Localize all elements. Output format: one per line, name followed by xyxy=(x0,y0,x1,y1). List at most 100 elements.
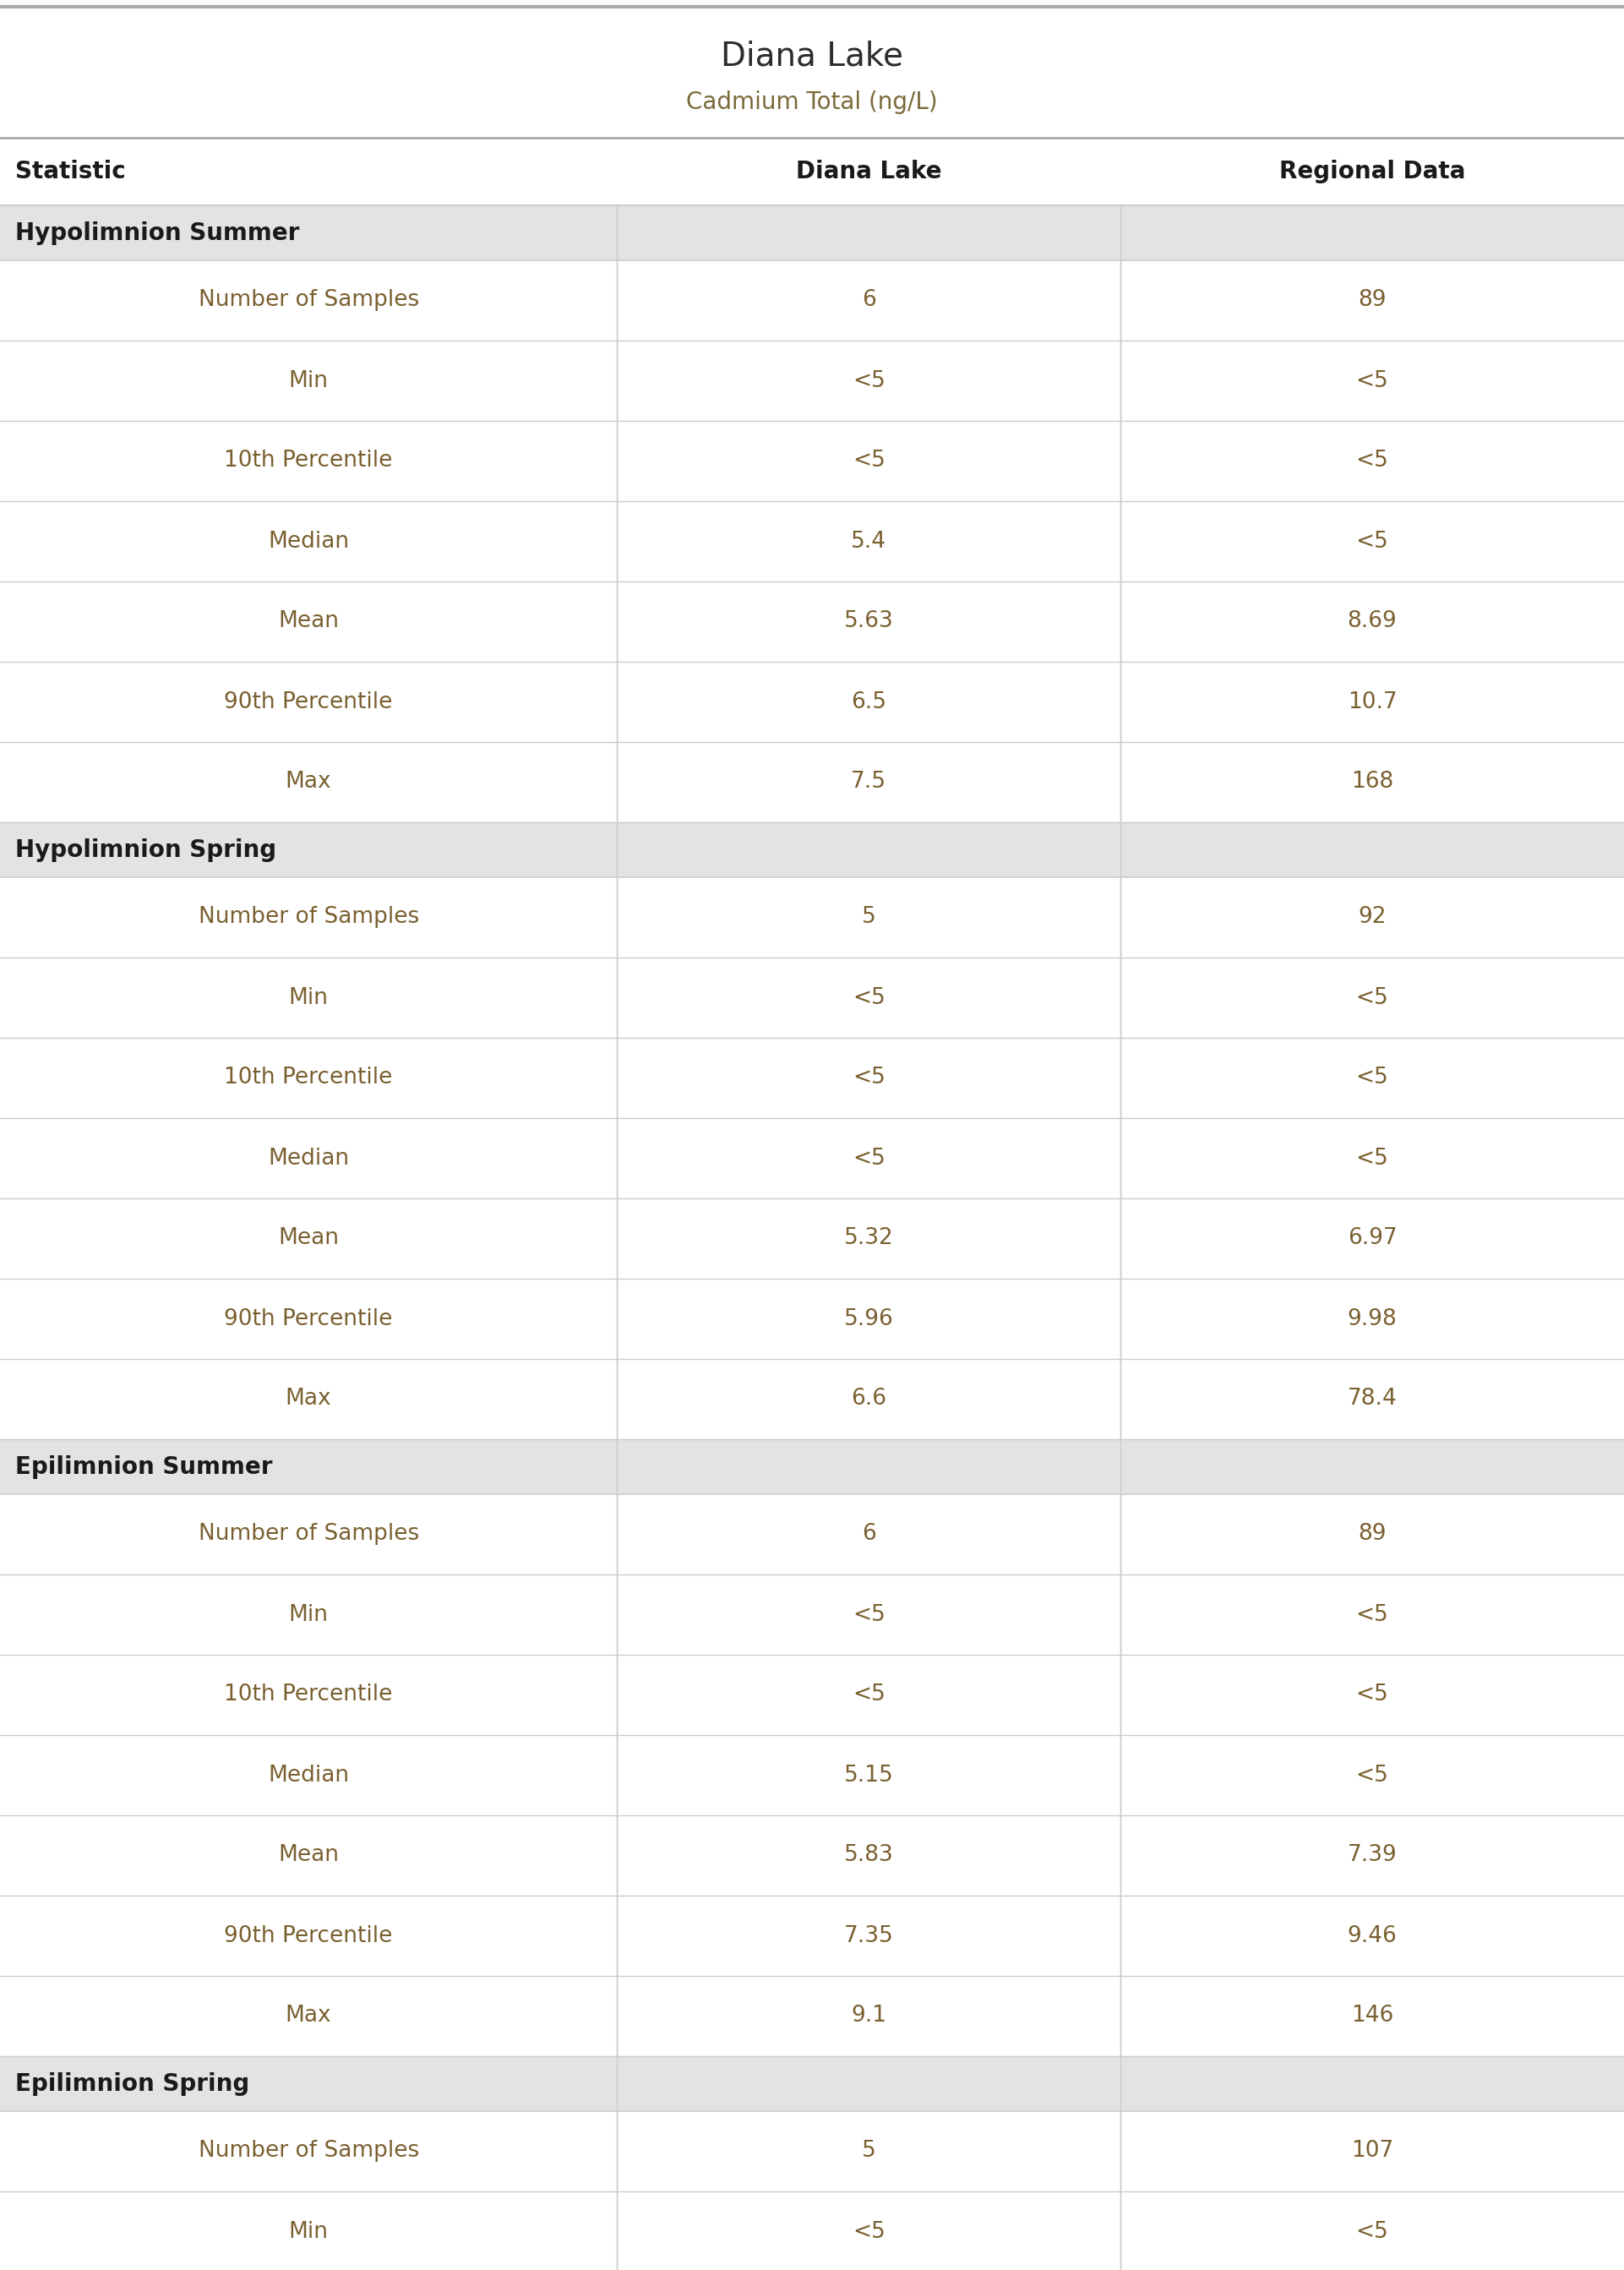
Text: Max: Max xyxy=(286,1389,331,1410)
Bar xyxy=(0,876,1624,958)
Text: Hypolimnion Spring: Hypolimnion Spring xyxy=(15,838,276,863)
Text: 89: 89 xyxy=(1358,291,1387,311)
Bar xyxy=(0,204,1624,261)
Bar xyxy=(0,2111,1624,2191)
Text: <5: <5 xyxy=(1356,987,1389,1008)
Text: <5: <5 xyxy=(1356,1684,1389,1705)
Text: 9.46: 9.46 xyxy=(1348,1925,1397,1948)
Text: 5.63: 5.63 xyxy=(844,611,893,633)
Bar xyxy=(0,1494,1624,1575)
Text: 5.15: 5.15 xyxy=(844,1764,893,1786)
Text: Epilimnion Summer: Epilimnion Summer xyxy=(15,1455,273,1478)
Text: 7.39: 7.39 xyxy=(1348,1846,1397,1866)
Bar xyxy=(0,1655,1624,1734)
Text: Min: Min xyxy=(289,2220,328,2243)
Text: 9.98: 9.98 xyxy=(1348,1308,1397,1330)
Text: Min: Min xyxy=(289,987,328,1008)
Bar xyxy=(0,581,1624,663)
Bar xyxy=(0,1816,1624,1895)
Text: 10th Percentile: 10th Percentile xyxy=(224,449,393,472)
Text: Statistic: Statistic xyxy=(15,159,125,184)
Text: 6.6: 6.6 xyxy=(851,1389,887,1410)
Text: <5: <5 xyxy=(853,2220,885,2243)
Text: Number of Samples: Number of Samples xyxy=(198,1523,419,1546)
Bar xyxy=(0,1037,1624,1119)
Text: Median: Median xyxy=(268,531,349,552)
Text: 7.35: 7.35 xyxy=(844,1925,893,1948)
Bar xyxy=(0,1734,1624,1816)
Text: <5: <5 xyxy=(1356,370,1389,393)
Text: Median: Median xyxy=(268,1764,349,1786)
Text: Min: Min xyxy=(289,1603,328,1625)
Text: 107: 107 xyxy=(1351,2141,1393,2163)
Text: 6.97: 6.97 xyxy=(1348,1228,1397,1249)
Text: Mean: Mean xyxy=(278,1846,339,1866)
Bar xyxy=(0,138,1624,204)
Text: 6: 6 xyxy=(862,291,875,311)
Text: 5: 5 xyxy=(862,906,875,928)
Bar xyxy=(0,1975,1624,2057)
Bar xyxy=(0,420,1624,502)
Text: <5: <5 xyxy=(853,370,885,393)
Bar xyxy=(0,1575,1624,1655)
Text: 9.1: 9.1 xyxy=(851,2004,887,2027)
Bar xyxy=(0,958,1624,1037)
Text: 6: 6 xyxy=(862,1523,875,1546)
Bar xyxy=(0,1199,1624,1278)
Text: 10th Percentile: 10th Percentile xyxy=(224,1684,393,1705)
Text: <5: <5 xyxy=(1356,2220,1389,2243)
Text: 90th Percentile: 90th Percentile xyxy=(224,1925,393,1948)
Text: Mean: Mean xyxy=(278,1228,339,1249)
Text: Min: Min xyxy=(289,370,328,393)
Bar xyxy=(0,742,1624,822)
Text: <5: <5 xyxy=(853,1067,885,1090)
Text: Max: Max xyxy=(286,772,331,792)
Text: Number of Samples: Number of Samples xyxy=(198,2141,419,2163)
Text: Cadmium Total (ng/L): Cadmium Total (ng/L) xyxy=(687,91,937,114)
Text: Epilimnion Spring: Epilimnion Spring xyxy=(15,2073,250,2095)
Text: Number of Samples: Number of Samples xyxy=(198,906,419,928)
Text: 90th Percentile: 90th Percentile xyxy=(224,690,393,713)
Text: 5.4: 5.4 xyxy=(851,531,887,552)
Text: Diana Lake: Diana Lake xyxy=(721,41,903,73)
Text: 10th Percentile: 10th Percentile xyxy=(224,1067,393,1090)
Text: 5.96: 5.96 xyxy=(844,1308,893,1330)
Text: <5: <5 xyxy=(853,1603,885,1625)
Text: <5: <5 xyxy=(853,987,885,1008)
Bar xyxy=(0,1439,1624,1494)
Text: <5: <5 xyxy=(1356,1067,1389,1090)
Bar xyxy=(0,340,1624,420)
Bar xyxy=(0,1278,1624,1360)
Text: <5: <5 xyxy=(1356,1603,1389,1625)
Text: <5: <5 xyxy=(853,1146,885,1169)
Text: Mean: Mean xyxy=(278,611,339,633)
Text: Regional Data: Regional Data xyxy=(1280,159,1465,184)
Text: Median: Median xyxy=(268,1146,349,1169)
Text: <5: <5 xyxy=(1356,449,1389,472)
Text: 5: 5 xyxy=(862,2141,875,2163)
Text: 6.5: 6.5 xyxy=(851,690,887,713)
Text: <5: <5 xyxy=(1356,1764,1389,1786)
Text: <5: <5 xyxy=(853,449,885,472)
Bar xyxy=(0,1360,1624,1439)
Text: 89: 89 xyxy=(1358,1523,1387,1546)
Text: <5: <5 xyxy=(1356,531,1389,552)
Bar xyxy=(0,1119,1624,1199)
Text: 10.7: 10.7 xyxy=(1348,690,1397,713)
Bar xyxy=(0,2191,1624,2270)
Text: <5: <5 xyxy=(1356,1146,1389,1169)
Bar xyxy=(0,822,1624,876)
Bar xyxy=(0,502,1624,581)
Text: 168: 168 xyxy=(1351,772,1393,792)
Text: 7.5: 7.5 xyxy=(851,772,887,792)
Bar xyxy=(0,261,1624,340)
Text: 146: 146 xyxy=(1351,2004,1393,2027)
Text: 78.4: 78.4 xyxy=(1348,1389,1397,1410)
Text: Hypolimnion Summer: Hypolimnion Summer xyxy=(15,220,299,245)
Text: 5.32: 5.32 xyxy=(844,1228,893,1249)
Text: <5: <5 xyxy=(853,1684,885,1705)
Text: Max: Max xyxy=(286,2004,331,2027)
Bar xyxy=(0,663,1624,742)
Text: 5.83: 5.83 xyxy=(844,1846,893,1866)
Bar xyxy=(0,1895,1624,1975)
